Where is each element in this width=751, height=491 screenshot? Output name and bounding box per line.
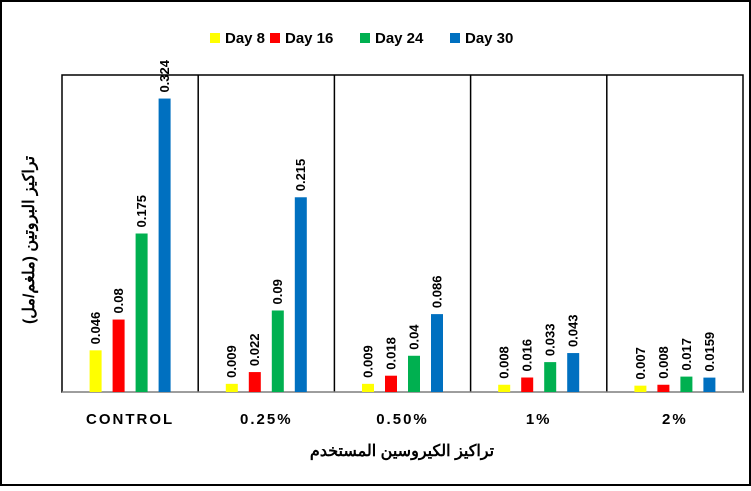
x-axis-label: تراكيز الكيروسين المستخدم xyxy=(310,443,495,461)
x-tick-label: 1% xyxy=(526,411,552,428)
legend-label: Day 16 xyxy=(285,30,333,47)
bar xyxy=(135,233,148,392)
data-label: 0.0159 xyxy=(702,332,717,372)
data-label: 0.09 xyxy=(270,279,285,304)
bar xyxy=(225,383,238,392)
bar xyxy=(271,310,284,392)
bar xyxy=(703,377,716,392)
legend-label: Day 8 xyxy=(225,30,265,47)
bar xyxy=(498,384,511,392)
data-label: 0.008 xyxy=(656,346,671,379)
bar xyxy=(408,355,420,392)
bar xyxy=(248,372,261,392)
data-label: 0.175 xyxy=(134,195,149,228)
data-label: 0.08 xyxy=(111,288,126,313)
data-label: 0.008 xyxy=(497,346,512,379)
legend-label: Day 24 xyxy=(375,30,424,47)
data-label: 0.043 xyxy=(566,315,581,348)
bar xyxy=(567,353,580,392)
bar xyxy=(544,362,557,392)
data-label: 0.009 xyxy=(360,345,375,378)
data-label: 0.324 xyxy=(157,59,172,92)
bar xyxy=(362,383,374,392)
data-label: 0.046 xyxy=(88,312,103,345)
bar xyxy=(294,197,307,392)
bar xyxy=(521,377,534,392)
legend-label: Day 30 xyxy=(465,30,513,47)
bar xyxy=(89,350,102,392)
legend-swatch xyxy=(360,33,370,43)
bar xyxy=(680,376,693,392)
bar xyxy=(634,385,647,392)
data-label: 0.017 xyxy=(679,338,694,371)
data-label: 0.022 xyxy=(247,334,262,367)
data-label: 0.009 xyxy=(224,345,239,378)
x-tick-label: CONTROL xyxy=(86,411,174,428)
bar xyxy=(112,319,125,392)
legend-swatch xyxy=(210,33,220,43)
legend-swatch xyxy=(450,33,460,43)
bar xyxy=(657,384,670,392)
data-label: 0.04 xyxy=(406,324,421,350)
data-label: 0.016 xyxy=(520,339,535,372)
bar xyxy=(385,375,397,392)
legend-swatch xyxy=(270,33,280,43)
x-tick-label: 0.25% xyxy=(240,411,293,428)
y-axis-label: تراكيز البروتين (ملغم/مل) xyxy=(21,155,39,324)
data-label: 0.086 xyxy=(429,276,444,309)
data-label: 0.215 xyxy=(293,159,308,192)
data-label: 0.018 xyxy=(383,337,398,370)
data-label: 0.007 xyxy=(633,347,648,380)
bar xyxy=(158,98,171,392)
x-tick-label: 0.50% xyxy=(376,411,429,428)
bar xyxy=(431,314,443,392)
data-label: 0.033 xyxy=(543,324,558,357)
x-tick-label: 2% xyxy=(662,411,688,428)
